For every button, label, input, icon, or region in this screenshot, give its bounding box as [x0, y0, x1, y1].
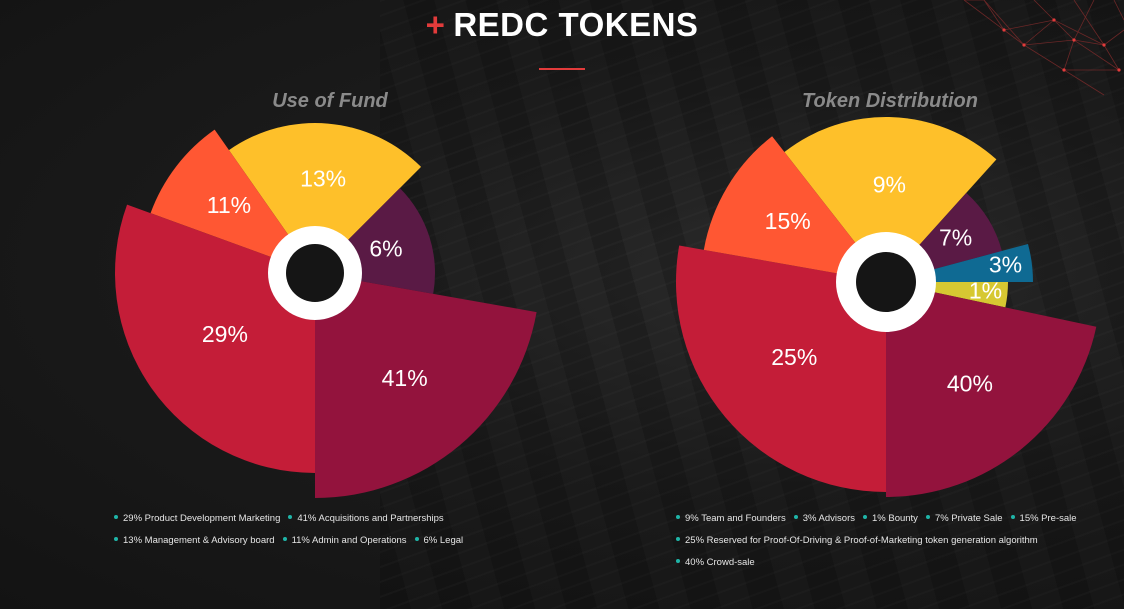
slice-label: 13% — [300, 165, 346, 191]
pie-slice — [703, 136, 886, 282]
legend-item: 25% Reserved for Proof-Of-Driving & Proo… — [676, 535, 1038, 546]
legend-item-label: 25% Reserved for Proof-Of-Driving & Proo… — [685, 535, 1038, 546]
legend-row: 29% Product Development Marketing 41% Acq… — [114, 513, 471, 535]
legend-item: 9% Team and Founders — [676, 513, 786, 524]
pie-slice — [784, 116, 997, 283]
pie-slice — [150, 129, 315, 273]
legend-row: 13% Management & Advisory board 11% Admin… — [114, 535, 471, 557]
legend-dot-icon — [793, 515, 798, 520]
legend-item: 7% Private Sale — [925, 513, 1003, 524]
legend-dot-icon — [676, 559, 680, 564]
pie-slice — [886, 282, 1097, 497]
legend-item-label: 41% Acquisitions and Partnerships — [297, 513, 444, 524]
network-mesh-decoration — [963, 0, 1124, 96]
legend-item: 3% Advisors — [793, 513, 855, 524]
legend-dot-icon — [925, 515, 930, 520]
legend-dot-icon — [1010, 515, 1015, 520]
legend-item-label: 7% Private Sale — [934, 513, 1003, 524]
slice-label: 6% — [369, 236, 402, 262]
legend-row: 40% Crowd-sale — [676, 557, 1085, 579]
legend-item-label: 13% Management & Advisory board — [123, 535, 275, 546]
legend-item: 41% Acquisitions and Partnerships — [288, 513, 444, 524]
legend-item: 13% Management & Advisory board — [114, 535, 275, 546]
legend-row: 25% Reserved for Proof-Of-Driving & Proo… — [676, 535, 1085, 557]
legend-dot-icon — [414, 537, 419, 542]
chart-title-token-distribution: Token Distribution — [802, 90, 978, 112]
slice-label: 15% — [765, 208, 811, 234]
legend-item-label: 9% Team and Founders — [685, 513, 786, 524]
legend-use-of-fund: 29% Product Development Marketing 41% Acq… — [114, 513, 471, 557]
legend-item-label: 6% Legal — [423, 535, 464, 546]
legend-dot-icon — [282, 537, 287, 542]
legend-item-label: 15% Pre-sale — [1019, 513, 1077, 524]
legend-item: 11% Admin and Operations — [282, 535, 407, 546]
chart-title-use-of-fund: Use of Fund — [272, 90, 388, 112]
center-hole — [286, 244, 344, 302]
page-title-text: REDC TOKENS — [453, 6, 699, 43]
slice-label: 29% — [202, 321, 248, 347]
slice-label: 25% — [771, 344, 817, 370]
pie-chart-use-of-fund: 13% 6% 41% 29% 11% — [114, 123, 537, 498]
legend-item-label: 3% Advisors — [802, 513, 855, 524]
legend-row: 9% Team and Founders 3% Advisors 1% Bounty… — [676, 513, 1085, 535]
legend-item-label: 40% Crowd-sale — [685, 557, 755, 568]
slice-label: 41% — [382, 365, 428, 391]
legend-token-distribution: 9% Team and Founders 3% Advisors 1% Bounty… — [676, 513, 1085, 579]
legend-dot-icon — [114, 515, 118, 520]
pie-chart-token-distribution: 9% 7% 3%1% 40% 25% 15% — [676, 116, 1097, 497]
legend-item-label: 1% Bounty — [871, 513, 918, 524]
page-title: + REDC TOKENS — [0, 6, 1124, 44]
pie-slice — [676, 245, 886, 492]
center-hole — [856, 252, 916, 312]
legend-dot-icon — [676, 515, 680, 520]
slice-label: 9% — [873, 171, 906, 197]
legend-item: 15% Pre-sale — [1010, 513, 1077, 524]
legend-dot-icon — [114, 537, 118, 542]
pie-slice — [228, 123, 422, 273]
title-underline — [539, 68, 585, 70]
legend-item-label: 29% Product Development Marketing — [123, 513, 281, 524]
legend-item: 40% Crowd-sale — [676, 557, 755, 568]
slice-label: 3% — [989, 251, 1022, 277]
legend-item-label: 11% Admin and Operations — [291, 535, 407, 546]
slice-label: 11% — [207, 192, 251, 218]
slice-label: 7% — [939, 224, 972, 250]
slice-label: 40% — [947, 371, 993, 397]
legend-dot-icon — [676, 537, 680, 542]
legend-dot-icon — [862, 515, 867, 520]
plus-icon: + — [425, 6, 446, 43]
legend-dot-icon — [288, 515, 293, 520]
pie-slice — [114, 204, 316, 473]
pie-slice — [315, 273, 537, 498]
legend-item: 6% Legal — [414, 535, 464, 546]
slice-label: 1% — [969, 278, 1002, 304]
legend-item: 29% Product Development Marketing — [114, 513, 280, 524]
legend-item: 1% Bounty — [862, 513, 918, 524]
